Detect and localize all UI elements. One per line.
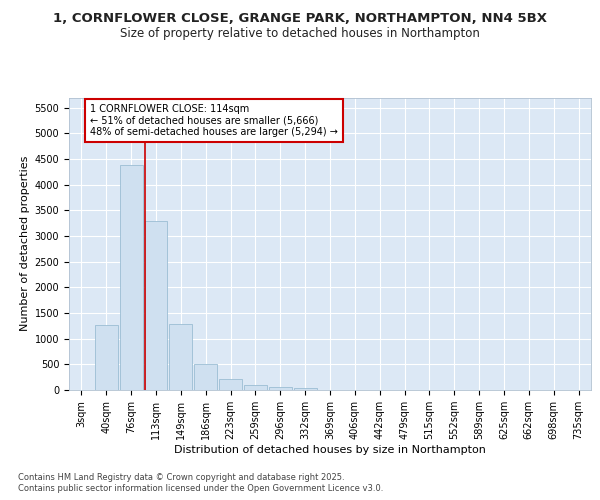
Bar (95, 326, 118, 390)
Text: 1 CORNFLOWER CLOSE: 114sqm
← 51% of detached houses are smaller (5,666)
48% of s: 1 CORNFLOWER CLOSE: 114sqm ← 51% of deta… (90, 104, 338, 137)
Bar (244, 386, 267, 390)
Text: Size of property relative to detached houses in Northampton: Size of property relative to detached ho… (120, 28, 480, 40)
X-axis label: Distribution of detached houses by size in Northampton: Distribution of detached houses by size … (174, 445, 486, 455)
Bar (194, 364, 217, 390)
Text: Contains HM Land Registry data © Crown copyright and database right 2025.: Contains HM Land Registry data © Crown c… (18, 472, 344, 482)
Bar (219, 378, 242, 390)
Bar (169, 324, 192, 390)
Text: Contains public sector information licensed under the Open Government Licence v3: Contains public sector information licen… (18, 484, 383, 493)
Bar (269, 387, 292, 390)
Bar (145, 220, 167, 390)
Text: 1, CORNFLOWER CLOSE, GRANGE PARK, NORTHAMPTON, NN4 5BX: 1, CORNFLOWER CLOSE, GRANGE PARK, NORTHA… (53, 12, 547, 26)
Bar (294, 388, 317, 390)
Bar (120, 165, 143, 390)
Y-axis label: Number of detached properties: Number of detached properties (20, 156, 31, 332)
